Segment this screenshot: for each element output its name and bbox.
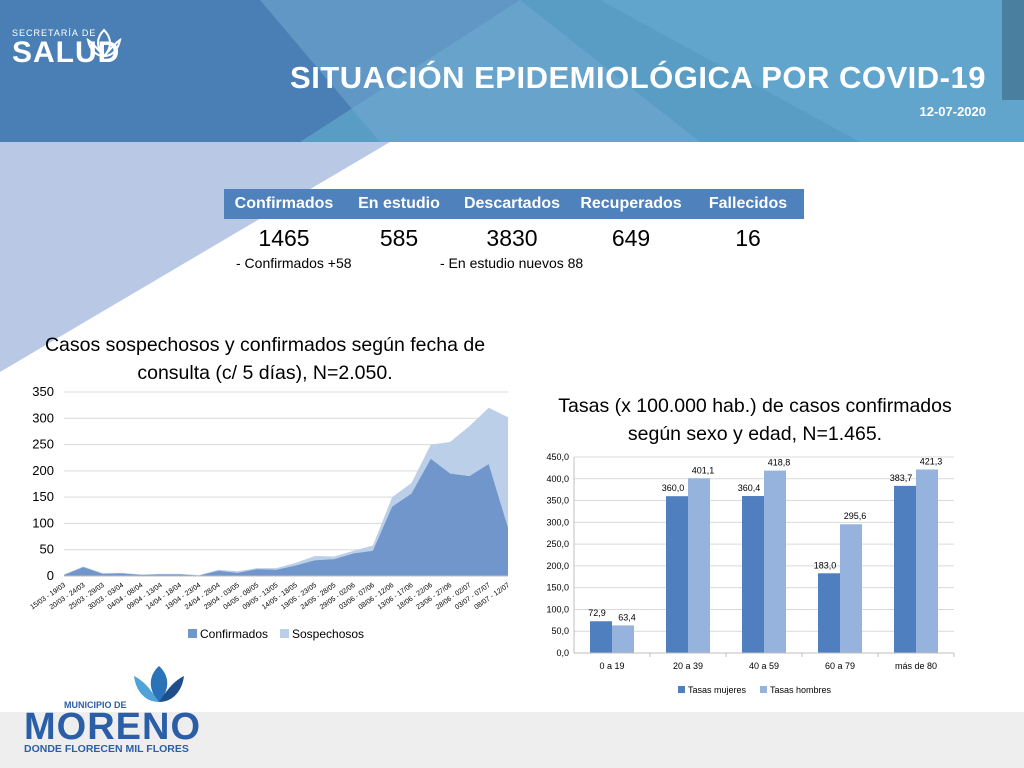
- legend-swatch-confirmados: [188, 629, 197, 638]
- x-tick-label: más de 80: [895, 661, 937, 671]
- y-tick-label: 350,0: [546, 496, 569, 506]
- header-right-shape: [600, 0, 1024, 142]
- legend-label-confirmados: Confirmados: [200, 627, 268, 641]
- data-label: 295,6: [844, 511, 867, 521]
- x-tick-label: 0 a 19: [599, 661, 624, 671]
- y-tick-label: 50,0: [551, 626, 569, 636]
- stats-header-en-estudio: En estudio: [344, 189, 454, 219]
- chart1-title: Casos sospechosos y confirmados según fe…: [20, 331, 510, 387]
- data-label: 383,7: [890, 473, 913, 483]
- flower-icon: [134, 666, 184, 702]
- y-tick-label: 250,0: [546, 539, 569, 549]
- legend-swatch-mujeres: [678, 686, 685, 693]
- bar-mujeres: [818, 573, 840, 653]
- bar-hombres: [612, 625, 634, 653]
- data-label: 360,4: [738, 483, 761, 493]
- stats-table: Confirmados En estudio Descartados Recup…: [224, 189, 804, 252]
- report-date: 12-07-2020: [919, 104, 987, 119]
- stats-value-recuperados: 649: [611, 225, 651, 251]
- y-tick-label: 400,0: [546, 474, 569, 484]
- stats-value-row: 1465 585 3830 649 16: [224, 219, 804, 252]
- y-tick-label: 150,0: [546, 583, 569, 593]
- chart1-title-line2: consulta (c/ 5 días), N=2.050.: [137, 362, 393, 384]
- y-tick-label: 0: [47, 568, 54, 583]
- chart1-title-line1: Casos sospechosos y confirmados según fe…: [44, 334, 486, 356]
- lotus-icon: [86, 28, 122, 58]
- chart2-title: Tasas (x 100.000 hab.) de casos confirma…: [530, 392, 980, 448]
- x-tick-label: 20 a 39: [673, 661, 703, 671]
- y-tick-label: 0,0: [556, 648, 569, 658]
- y-tick-label: 200: [32, 463, 54, 478]
- stats-header-descartados: Descartados: [454, 189, 570, 219]
- data-label: 183,0: [814, 560, 837, 570]
- legend-label-mujeres: Tasas mujeres: [688, 685, 747, 695]
- y-tick-label: 300: [32, 410, 54, 425]
- stats-header-row: Confirmados En estudio Descartados Recup…: [224, 189, 804, 219]
- header-light-shape: [260, 0, 700, 142]
- stats-value-descartados: 3830: [486, 225, 538, 251]
- bar-mujeres: [666, 496, 688, 653]
- legend-label-sospechosos: Sospechosos: [292, 627, 364, 641]
- data-label: 418,8: [768, 458, 791, 468]
- note-in-study: - En estudio nuevos 88: [440, 255, 584, 271]
- data-label: 401,1: [692, 465, 715, 475]
- x-tick-label: 40 a 59: [749, 661, 779, 671]
- note-confirmed: - Confirmados +58: [236, 255, 352, 271]
- y-tick-label: 350: [32, 384, 54, 399]
- y-tick-label: 150: [32, 489, 54, 504]
- bar-mujeres: [590, 621, 612, 653]
- salud-logo-subtitle: SECRETARÍA DE: [12, 28, 97, 38]
- data-label: 63,4: [618, 612, 636, 622]
- y-tick-label: 250: [32, 437, 54, 452]
- data-label: 72,9: [588, 608, 606, 618]
- y-tick-label: 450,0: [546, 452, 569, 462]
- legend-label-hombres: Tasas hombres: [770, 685, 832, 695]
- y-tick-label: 200,0: [546, 561, 569, 571]
- stats-value-confirmados: 1465: [258, 225, 310, 251]
- page-title: SITUACIÓN EPIDEMIOLÓGICA POR COVID-19: [290, 60, 986, 95]
- stats-header-recuperados: Recuperados: [570, 189, 692, 219]
- series-area-confirmados: [64, 458, 508, 576]
- moreno-name: MORENO: [24, 706, 201, 748]
- y-tick-label: 50: [40, 542, 54, 557]
- legend-swatch-sospechosos: [280, 629, 289, 638]
- x-tick-label: 60 a 79: [825, 661, 855, 671]
- footer-band: [0, 712, 1024, 768]
- stats-value-en-estudio: 585: [379, 225, 419, 251]
- bar-hombres: [688, 478, 710, 653]
- chart2-title-line1: Tasas (x 100.000 hab.) de casos confirma…: [558, 395, 952, 417]
- bar-hombres: [840, 524, 862, 653]
- bar-hombres: [764, 470, 786, 653]
- chart2-title-line2: según sexo y edad, N=1.465.: [627, 423, 883, 445]
- bar-mujeres: [742, 496, 764, 653]
- bar-mujeres: [894, 485, 916, 653]
- stats-header-confirmados: Confirmados: [224, 189, 344, 219]
- bar-hombres: [916, 469, 938, 653]
- moreno-slogan: DONDE FLORECEN MIL FLORES: [24, 743, 189, 755]
- legend-swatch-hombres: [760, 686, 767, 693]
- data-label: 360,0: [662, 483, 685, 493]
- moreno-municipio: MUNICIPIO DE: [64, 700, 127, 710]
- header-corner-block: [1002, 0, 1024, 100]
- y-tick-label: 300,0: [546, 517, 569, 527]
- stats-value-fallecidos: 16: [735, 225, 761, 251]
- y-tick-label: 100,0: [546, 604, 569, 614]
- stats-header-fallecidos: Fallecidos: [692, 189, 804, 219]
- data-label: 421,3: [920, 457, 943, 467]
- chart-bar-rates: 0,0 50,0 100,0 150,0 200,0 250,0 300,0 350,0 400…: [546, 452, 955, 695]
- y-tick-label: 100: [32, 515, 54, 530]
